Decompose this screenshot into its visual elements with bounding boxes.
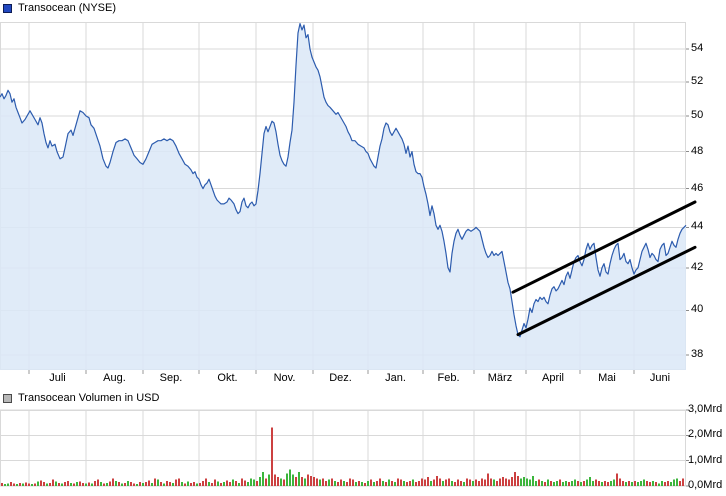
price-legend: Transocean (NYSE) (3, 2, 116, 14)
price-area (0, 23, 686, 370)
volume-bars (1, 427, 684, 486)
volume-legend-swatch-icon (3, 393, 12, 403)
trend-line-upper (511, 200, 697, 294)
volume-legend: Transocean Volumen in USD (3, 392, 159, 404)
price-legend-swatch-icon (3, 3, 12, 13)
volume-chart-title: Transocean Volumen in USD (18, 392, 160, 404)
trend-line-lower (516, 245, 697, 337)
volume-panel-border (0, 410, 686, 486)
price-chart-title: Transocean (NYSE) (18, 2, 117, 14)
